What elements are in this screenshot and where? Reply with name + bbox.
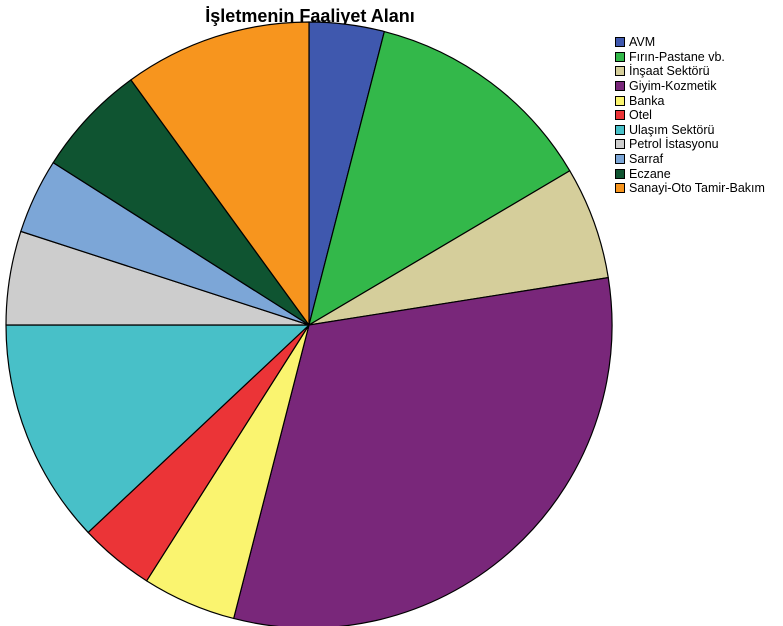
legend-item-6: Ulaşım Sektörü	[615, 123, 765, 138]
legend-item-0: AVM	[615, 35, 765, 50]
legend-swatch	[615, 154, 625, 165]
legend-swatch	[615, 183, 625, 194]
legend-swatch	[615, 168, 625, 179]
legend-swatch	[615, 51, 625, 62]
pie-slice-10	[130, 21, 310, 326]
legend-item-7: Petrol İstasyonu	[615, 137, 765, 152]
pie-slice-1	[308, 30, 571, 326]
pie-slices	[5, 21, 613, 626]
legend-item-3: Giyim-Kozmetik	[615, 79, 765, 94]
legend-swatch	[615, 66, 625, 77]
legend-label: Ulaşım Sektörü	[629, 122, 715, 137]
chart-title: İşletmenin Faaliyet Alanı	[205, 6, 415, 26]
legend: AVM Fırın-Pastane vb. İnşaat Sektörü Giyim-…	[615, 35, 765, 196]
legend-label: Eczane	[629, 166, 671, 181]
legend-swatch	[615, 37, 625, 48]
legend-item-1: Fırın-Pastane vb.	[615, 50, 765, 65]
legend-label: Otel	[629, 108, 652, 123]
legend-item-9: Eczane	[615, 166, 765, 181]
legend-swatch	[615, 95, 625, 106]
legend-swatch	[615, 124, 625, 135]
legend-label: Banka	[629, 93, 665, 108]
pie-slice-6	[5, 324, 310, 534]
legend-label: AVM	[629, 35, 656, 50]
legend-swatch	[615, 81, 625, 92]
legend-swatch	[615, 110, 625, 121]
legend-item-8: Sarraf	[615, 152, 765, 167]
legend-label: Sarraf	[629, 152, 664, 167]
legend-item-10: Sanayi-Oto Tamir-Bakım	[615, 181, 765, 196]
legend-label: Giyim-Kozmetik	[629, 79, 717, 94]
legend-label: Sanayi-Oto Tamir-Bakım	[629, 181, 765, 196]
legend-label: Petrol İstasyonu	[629, 137, 719, 152]
legend-item-2: İnşaat Sektörü	[615, 64, 765, 79]
pie-slice-3	[233, 277, 613, 626]
legend-label: Fırın-Pastane vb.	[629, 49, 725, 64]
legend-item-4: Banka	[615, 93, 765, 108]
legend-label: İnşaat Sektörü	[629, 64, 710, 79]
legend-swatch	[615, 139, 625, 150]
legend-item-5: Otel	[615, 108, 765, 123]
